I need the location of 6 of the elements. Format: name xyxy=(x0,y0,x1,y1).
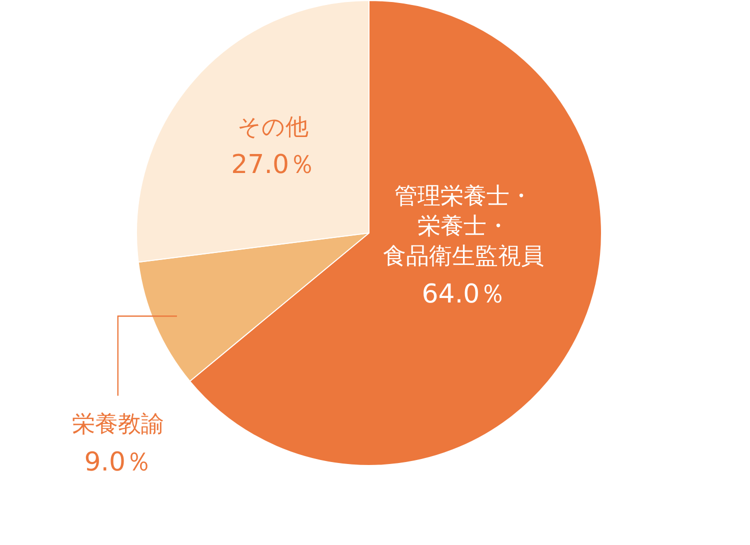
slice-label: 管理栄養士・栄養士・食品衛生監視員 xyxy=(383,184,544,270)
slice-label: その他 xyxy=(238,114,309,140)
data-label: 27.0％ xyxy=(231,150,316,180)
data-label: 9.0％ xyxy=(84,448,152,478)
slice-label: 栄養教諭 xyxy=(72,412,164,438)
data-label: 64.0％ xyxy=(422,279,506,310)
